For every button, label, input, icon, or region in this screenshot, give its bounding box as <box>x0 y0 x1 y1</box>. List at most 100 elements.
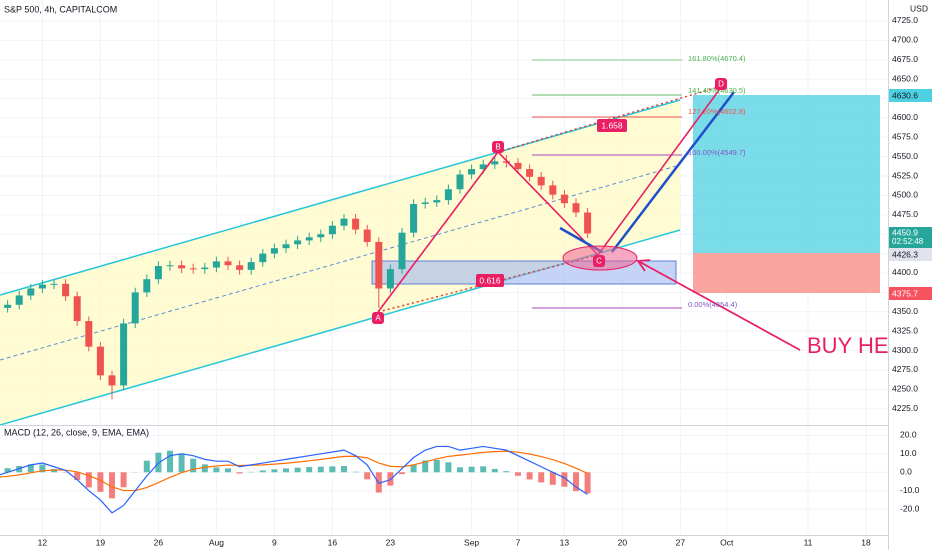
y-tick-label: 10.0 <box>900 448 917 458</box>
histogram-bar <box>573 472 579 492</box>
candle-body <box>410 203 418 233</box>
y-tick-label: 4600.0 <box>892 112 918 122</box>
candle-body <box>294 240 302 245</box>
candle-body <box>154 266 162 280</box>
candle-body <box>328 225 336 235</box>
histogram-bar <box>410 464 417 473</box>
candle-body <box>189 268 197 270</box>
candle-body <box>468 169 476 175</box>
macd-line <box>0 445 588 514</box>
candle-body <box>259 253 267 263</box>
histogram-bar <box>399 472 405 475</box>
point-badge <box>593 255 605 267</box>
price-label: 4450.9 <box>892 227 918 237</box>
histogram-bar <box>85 472 92 488</box>
y-tick-label: 4250.0 <box>892 384 918 394</box>
histogram-bar <box>364 472 371 480</box>
candle-body <box>15 295 23 305</box>
histogram-bar <box>317 466 324 473</box>
y-tick-label: 4350.0 <box>892 306 918 316</box>
candle-body <box>282 244 290 249</box>
y-tick-label: 4275.0 <box>892 364 918 374</box>
candle-body <box>73 296 81 322</box>
histogram-bar <box>341 466 347 473</box>
histogram-bar <box>259 470 266 473</box>
candle-body <box>143 279 151 293</box>
x-tick-label: 13 <box>560 537 570 547</box>
point-label: C <box>596 257 602 266</box>
price-badge <box>889 287 932 300</box>
y-tick-label: -20.0 <box>900 503 920 513</box>
x-tick-label: 18 <box>861 537 871 547</box>
y-tick-label: 4475.0 <box>892 209 918 219</box>
histogram-bar <box>283 468 289 473</box>
histogram-bar <box>538 472 545 483</box>
fib-label: 161.80%(4670.4) <box>688 54 746 63</box>
histogram-bar <box>584 472 591 494</box>
fib-label: 100.00%(4549.7) <box>688 148 746 157</box>
y-tick-label: 4525.0 <box>892 170 918 180</box>
histogram-bar <box>120 472 127 488</box>
point-label: D <box>718 80 724 89</box>
x-tick-label: Sep <box>464 537 479 547</box>
candle-body <box>4 304 12 308</box>
price-label: 4426.3 <box>892 249 918 259</box>
candle-body <box>236 265 244 270</box>
countdown: 02:52:48 <box>892 237 924 246</box>
histogram-bar <box>190 458 197 473</box>
callout-arrow-head <box>636 259 651 272</box>
point-label: B <box>495 143 500 152</box>
histogram-bar <box>515 472 521 476</box>
histogram-bar <box>306 467 313 473</box>
candle-body <box>62 283 70 297</box>
ratio-label: 0.616 <box>479 275 501 285</box>
y-tick-label: 20.0 <box>900 430 917 440</box>
fib-label: 127.20%(4602.8) <box>688 107 746 116</box>
price-label: 4375.7 <box>892 288 918 298</box>
histogram-bar <box>329 466 336 473</box>
x-tick-label: 7 <box>516 537 521 547</box>
candle-body <box>178 265 186 269</box>
candle-body <box>549 185 557 195</box>
candle-body <box>386 269 394 289</box>
x-tick-label: Aug <box>209 537 224 547</box>
histogram-bar <box>178 453 185 473</box>
x-tick-label: 19 <box>96 537 106 547</box>
point-label: A <box>375 314 381 323</box>
x-tick-label: 11 <box>804 537 813 547</box>
stop-box <box>693 253 880 293</box>
ratio-badge <box>597 119 627 132</box>
macd-title: MACD (12, 26, close, 9, EMA, EMA) <box>4 427 149 437</box>
target-box <box>693 95 880 253</box>
abcd-pattern <box>377 85 723 313</box>
price-label: 4630.6 <box>892 90 918 100</box>
blue-arrow <box>611 91 735 253</box>
x-tick-label: 23 <box>386 537 396 547</box>
fib-lines <box>532 59 682 309</box>
candle-body <box>96 346 104 376</box>
candle-body <box>247 262 255 270</box>
candle-body <box>572 203 580 213</box>
candle-body <box>375 241 383 289</box>
fib-label: 0.00%(4354.4) <box>688 300 738 309</box>
candle-body <box>212 261 220 268</box>
signal-line <box>0 450 588 492</box>
x-tick-label: 27 <box>676 537 686 547</box>
x-tick-label: 26 <box>154 537 164 547</box>
candle-body <box>352 218 360 230</box>
point-badge <box>492 141 504 153</box>
histogram-bar <box>468 466 475 473</box>
fib-label: 141.40%(4630.5) <box>688 86 746 95</box>
y-tick-label: 4700.0 <box>892 35 918 45</box>
y-tick-label: 4300.0 <box>892 345 918 355</box>
histogram-bar <box>352 471 359 473</box>
y-tick-label: 4325.0 <box>892 325 918 335</box>
x-tick-label: 16 <box>328 537 338 547</box>
histogram-bar <box>27 464 34 473</box>
histogram-bar <box>236 472 243 474</box>
y-tick-label: 4550.0 <box>892 151 918 161</box>
price-badge <box>889 89 932 102</box>
histogram-bar <box>549 472 556 485</box>
currency: USD <box>910 3 928 13</box>
ratio-badge <box>476 274 504 287</box>
